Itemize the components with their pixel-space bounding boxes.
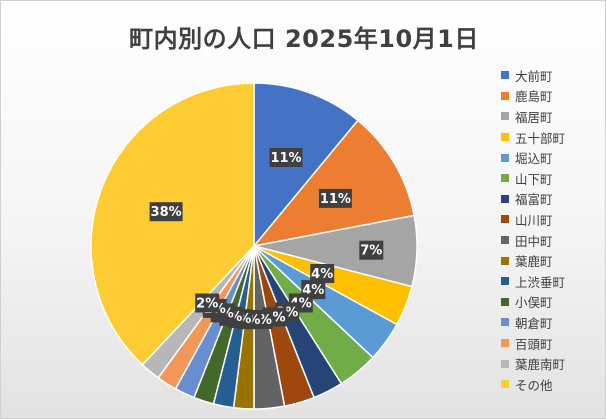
legend-swatch [501,153,509,162]
svg-text:11%: 11% [320,192,351,207]
pie-slice-15 [90,82,255,366]
legend-item-13: 百頭町 [501,333,605,354]
svg-text:4%: 4% [311,267,333,282]
legend-label: 五十部町 [515,130,566,146]
svg-text:7%: 7% [360,244,382,259]
legend-item-15: その他 [501,374,605,395]
legend-swatch [501,215,509,224]
legend-swatch [501,318,509,327]
legend-label: 山川町 [515,212,553,228]
svg-text:2%: 2% [196,297,218,312]
legend-item-5: 山下町 [501,168,605,189]
data-label-15: 38% [149,202,183,222]
legend-label: 山下町 [515,171,553,187]
legend-swatch [501,91,509,100]
legend-label: 堀込町 [515,151,553,167]
data-label-2: 7% [359,240,384,260]
legend-item-1: 鹿島町 [501,86,605,107]
pie-slice-0 [253,82,359,249]
legend-label: 福富町 [515,192,553,208]
data-label-14: 2% [195,293,220,313]
legend-label: その他 [515,377,553,393]
legend-item-14: 葉鹿南町 [501,353,605,374]
legend-swatch [501,380,509,389]
legend-swatch [501,256,509,265]
legend-item-11: 小俣町 [501,292,605,313]
legend-item-9: 葉鹿町 [501,250,605,271]
legend: 大前町鹿島町福居町五十部町堀込町山下町福富町山川町田中町葉鹿町上渋垂町小俣町朝倉… [501,65,605,395]
legend-item-7: 山川町 [501,209,605,230]
legend-label: 上渋垂町 [515,274,566,290]
data-label-3: 4% [310,264,335,283]
legend-swatch [501,174,509,183]
legend-swatch [501,339,509,348]
pie-slice-1 [252,119,415,248]
legend-swatch [501,359,509,368]
legend-label: 大前町 [515,68,553,84]
legend-item-3: 五十部町 [501,127,605,148]
legend-label: 葉鹿南町 [515,357,566,373]
legend-item-0: 大前町 [501,65,605,86]
legend-item-2: 福居町 [501,106,605,127]
legend-label: 葉鹿町 [515,254,553,270]
legend-swatch [501,71,509,80]
chart-title: 町内別の人口 2025年10月1日 [129,25,479,53]
legend-swatch [501,236,509,245]
legend-label: 鹿島町 [515,89,553,105]
legend-swatch [501,297,509,306]
legend-item-10: 上渋垂町 [501,271,605,292]
legend-swatch [501,194,509,203]
legend-item-12: 朝倉町 [501,312,605,333]
legend-label: 福居町 [515,109,553,125]
svg-text:38%: 38% [151,205,182,220]
legend-item-6: 福富町 [501,189,605,210]
legend-swatch [501,277,509,286]
legend-label: 百頭町 [515,336,553,352]
legend-label: 小俣町 [515,295,553,311]
legend-item-4: 堀込町 [501,147,605,168]
data-label-0: 11% [269,148,303,167]
legend-label: 田中町 [515,233,553,249]
svg-text:11%: 11% [270,151,301,166]
legend-swatch [501,112,509,121]
legend-item-8: 田中町 [501,230,605,251]
data-label-1: 11% [318,188,352,208]
legend-swatch [501,133,509,142]
legend-label: 朝倉町 [515,315,553,331]
